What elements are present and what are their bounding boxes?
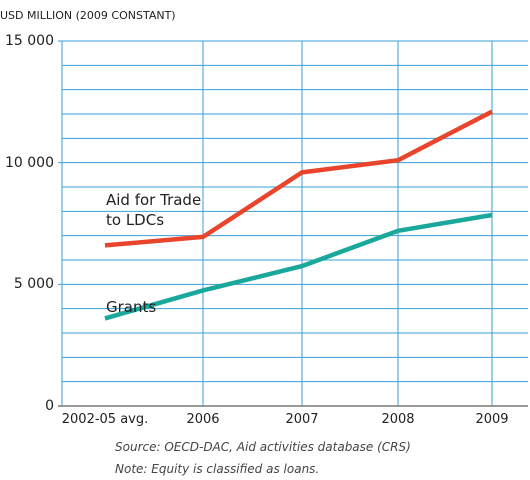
y-tick-label: 5 000 [13,276,54,293]
series-label: Aid for Trade to LDCs [106,191,202,229]
x-tick-label: 2008 [381,412,415,427]
x-tick-label: 2006 [186,412,220,427]
source: Source: OECD-DAC, Aid activities databas… [115,440,411,454]
line [104,109,494,248]
x-tick-label: 2009 [475,412,509,427]
y-tick-label: 0 [45,398,54,414]
note: Note: Equity is classified as loans. [115,462,320,476]
line [104,212,493,321]
axis-title: USD MILLION (2009 CONSTANT) [0,9,176,22]
series-label: Grants [106,298,157,316]
y-tick-label: 15 000 [5,33,54,49]
x-tick-label: 2007 [285,412,319,427]
y-tick-label: 10 000 [5,154,54,171]
x-tick-label: 2002-05 avg. [61,412,149,427]
